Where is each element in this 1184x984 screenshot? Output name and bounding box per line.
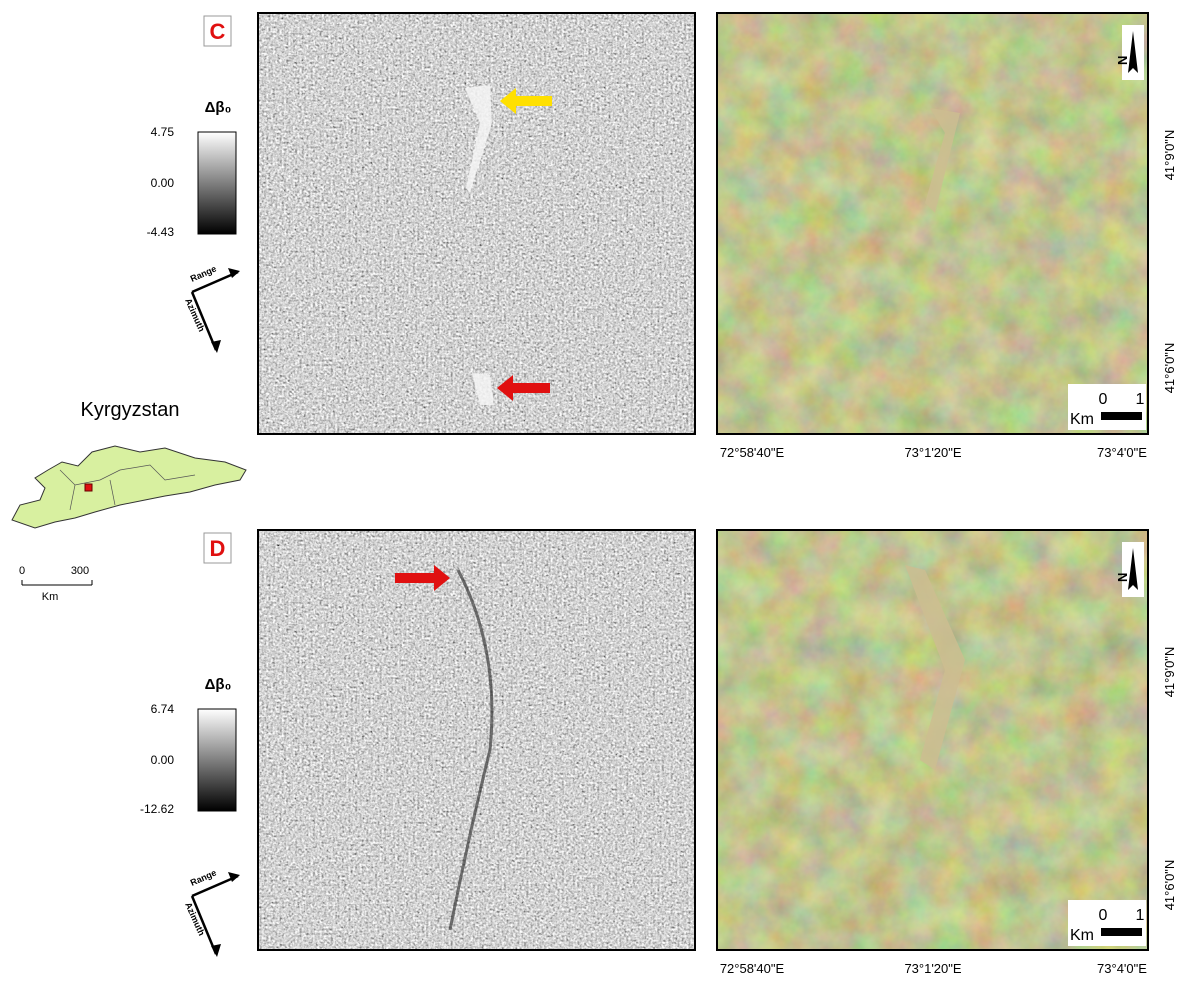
legend-max: 6.74 xyxy=(151,702,175,716)
latitude-label: 41°9'0"N xyxy=(1162,647,1177,698)
panel-label: C xyxy=(210,19,226,44)
scale-unit: Km xyxy=(1070,927,1094,944)
sar-image xyxy=(258,530,695,950)
azimuth-label: Azimuth xyxy=(183,901,207,937)
panel: D Δβ₀ 6.74 0.00 -12.62 Range Azimuth N 0 1 Km 72°58… xyxy=(140,530,1177,976)
legend-mid: 0.00 xyxy=(151,176,175,190)
scale-bar xyxy=(1101,928,1142,936)
legend-max: 4.75 xyxy=(151,125,175,139)
legend-ramp xyxy=(198,132,236,234)
legend-mid: 0.00 xyxy=(151,753,175,767)
longitude-label: 73°1'20"E xyxy=(904,445,961,460)
azimuth-head xyxy=(211,944,221,957)
longitude-label: 72°58'40"E xyxy=(720,961,785,976)
figure: C Δβ₀ 4.75 0.00 -4.43 Range Azimuth N 0 1 Km 72°58'… xyxy=(0,0,1184,979)
longitude-label: 73°4'0"E xyxy=(1097,445,1147,460)
legend-title: Δβ₀ xyxy=(205,676,232,693)
latitude-label: 41°6'0"N xyxy=(1162,343,1177,394)
country-map xyxy=(12,446,246,528)
azimuth-label: Azimuth xyxy=(183,297,207,333)
panel: C Δβ₀ 4.75 0.00 -4.43 Range Azimuth N 0 1 Km 72°58'… xyxy=(147,13,1177,460)
range-label: Range xyxy=(189,868,218,888)
longitude-label: 72°58'40"E xyxy=(720,445,785,460)
inset-scale-unit: Km xyxy=(42,591,59,603)
scale-end: 1 xyxy=(1136,391,1145,408)
legend-min: -4.43 xyxy=(147,225,175,239)
legend-min: -12.62 xyxy=(140,802,174,816)
scale-start: 0 xyxy=(1099,391,1108,408)
longitude-label: 73°1'20"E xyxy=(904,961,961,976)
azimuth-head xyxy=(211,340,221,353)
longitude-label: 73°4'0"E xyxy=(1097,961,1147,976)
inset-scale-start: 0 xyxy=(19,565,25,577)
panels: C Δβ₀ 4.75 0.00 -4.43 Range Azimuth N 0 1 Km 72°58'… xyxy=(140,13,1177,976)
panel-label: D xyxy=(210,536,226,561)
sar-image xyxy=(258,13,695,434)
range-label: Range xyxy=(189,264,218,284)
scale-unit: Km xyxy=(1070,411,1094,428)
scale-start: 0 xyxy=(1099,907,1108,924)
legend-title: Δβ₀ xyxy=(205,99,232,116)
north-label: N xyxy=(1115,56,1130,65)
study-area xyxy=(85,484,92,491)
inset-scale-end: 300 xyxy=(71,565,89,577)
inset-title: Kyrgyzstan xyxy=(81,399,180,421)
latitude-label: 41°6'0"N xyxy=(1162,860,1177,911)
satellite-image xyxy=(717,13,1148,434)
north-label: N xyxy=(1115,573,1130,582)
scale-bar xyxy=(1101,412,1142,420)
legend-ramp xyxy=(198,709,236,811)
latitude-label: 41°9'0"N xyxy=(1162,130,1177,181)
scale-end: 1 xyxy=(1136,907,1145,924)
